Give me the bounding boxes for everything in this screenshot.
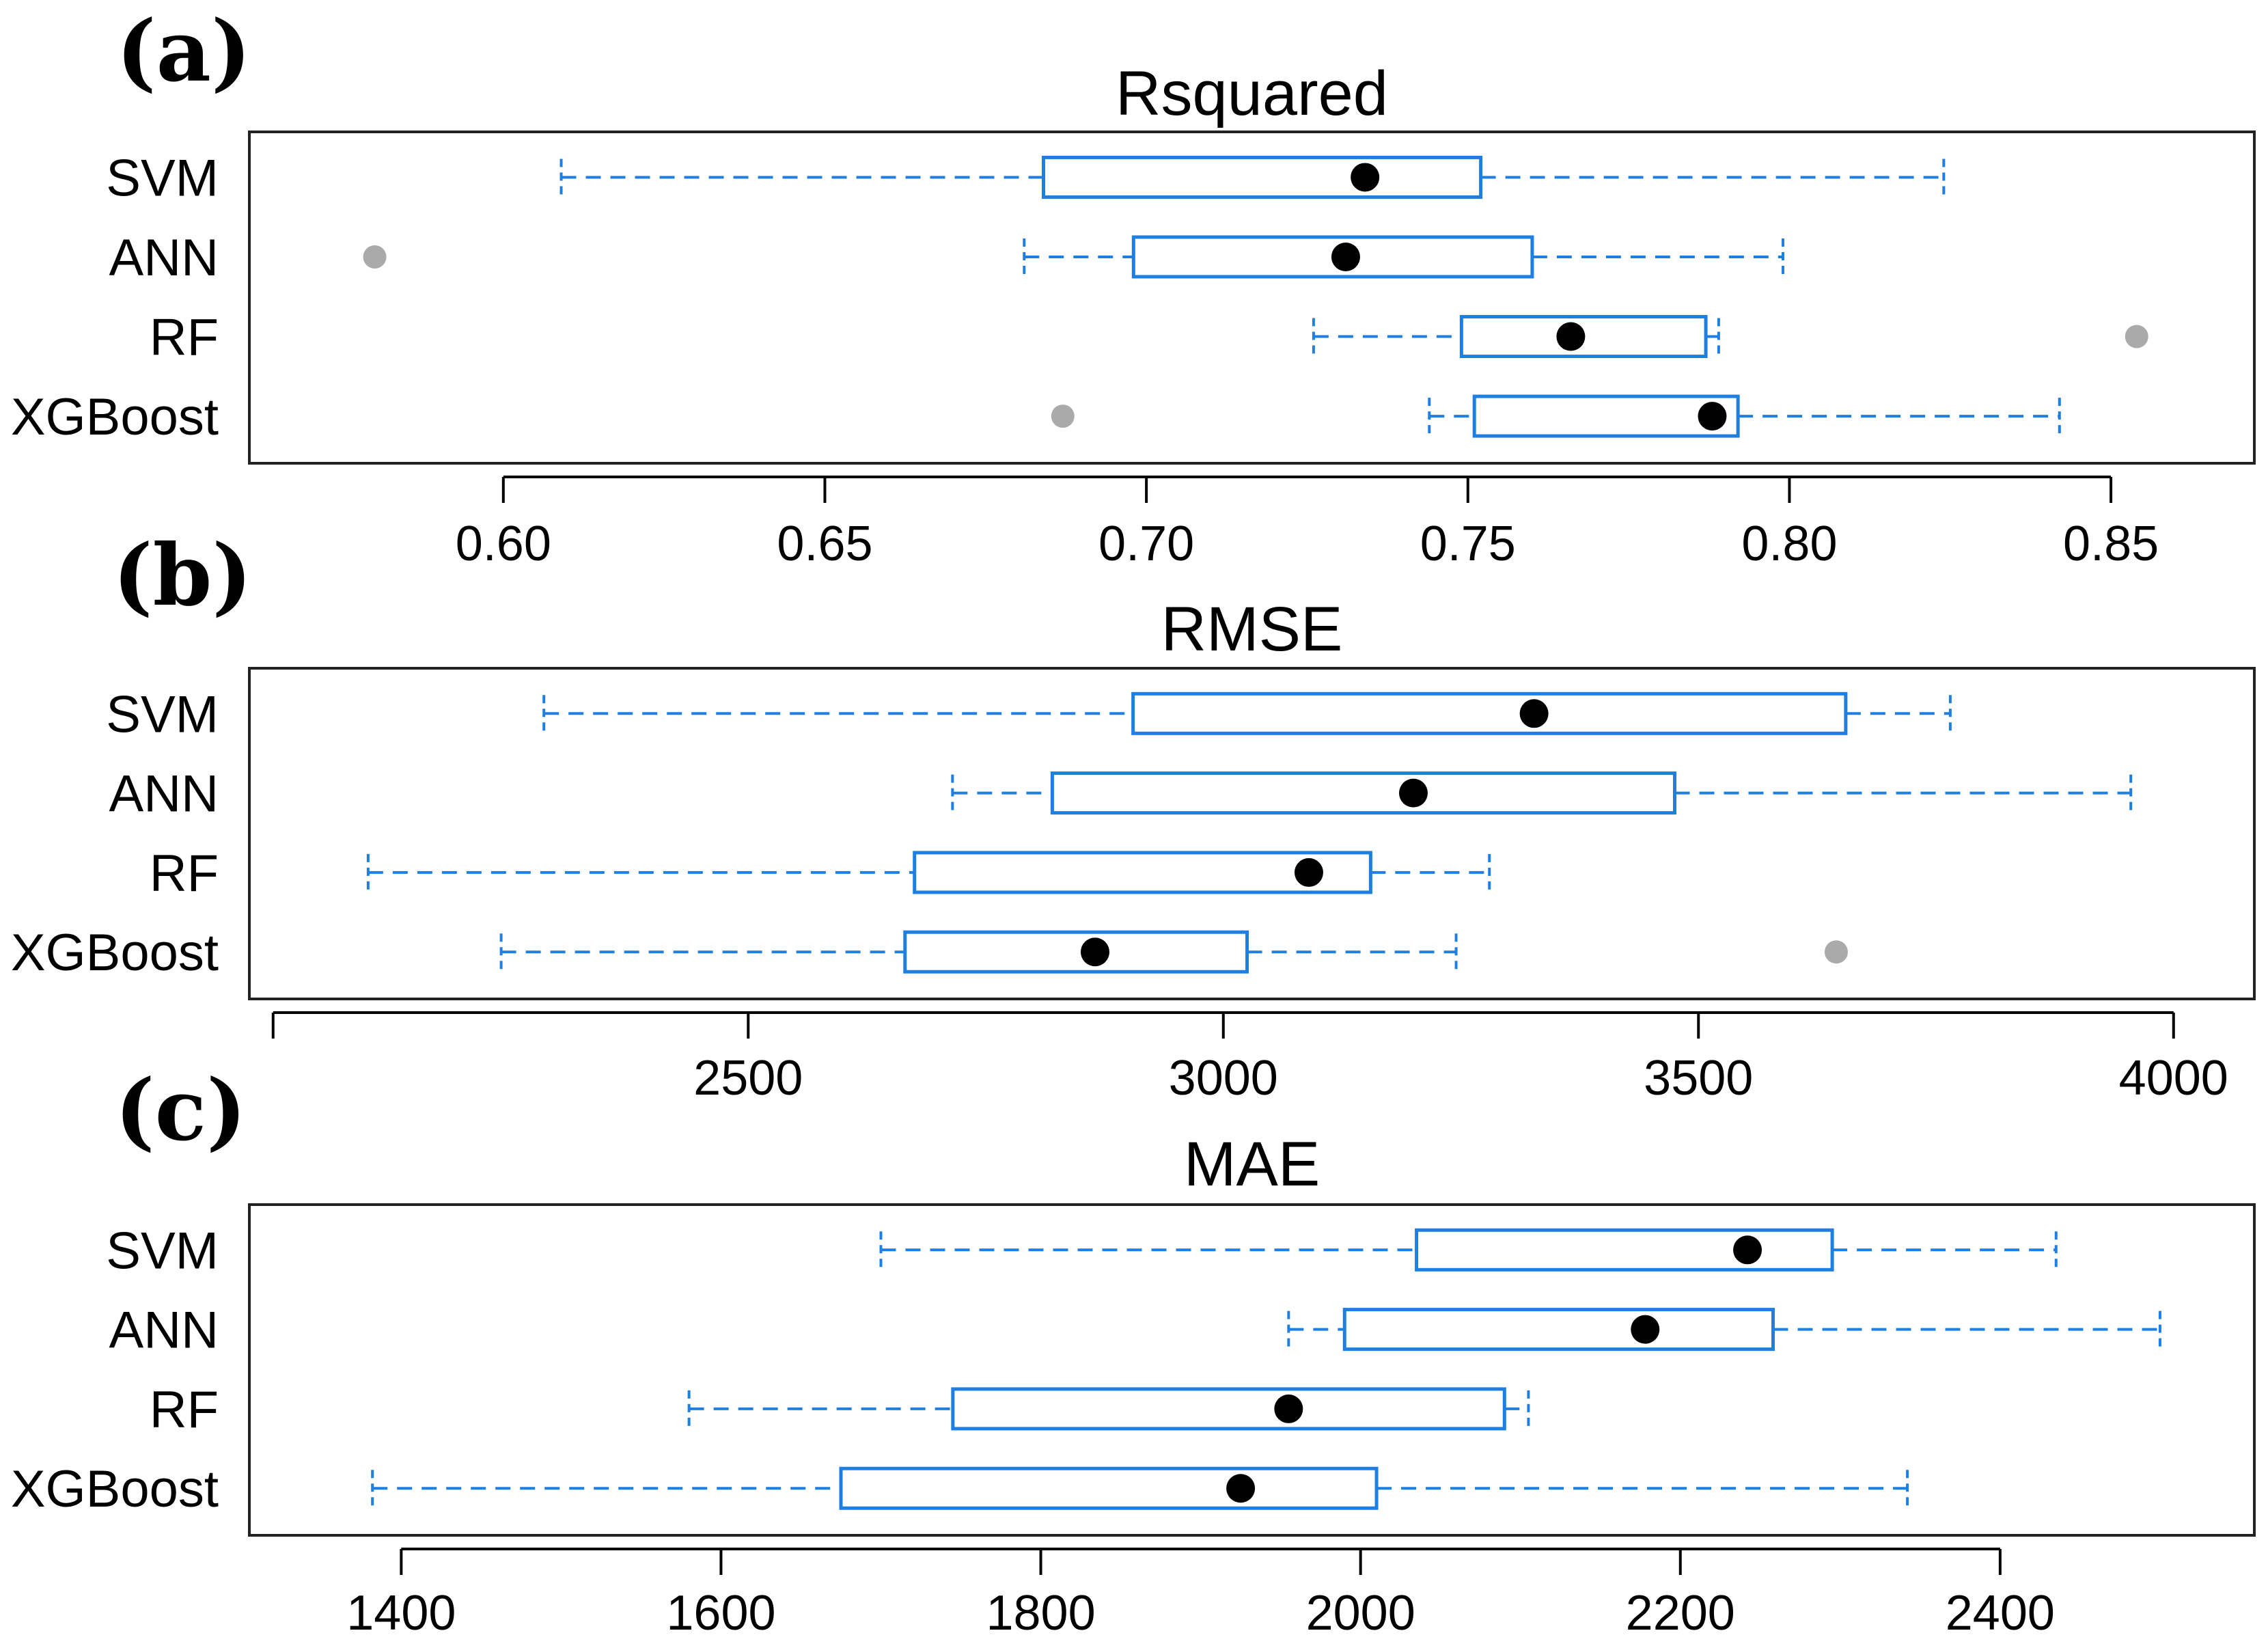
box-rf: RF: [150, 309, 2148, 367]
x-tick-label: 0.70: [1098, 517, 1194, 571]
iqr-box: [903, 930, 1249, 974]
box-xgboost: XGBoost: [11, 388, 2061, 446]
median-dot: [1080, 937, 1109, 967]
x-tick-label: 2400: [1946, 1586, 2055, 1641]
box-ann: ANN: [109, 229, 1785, 287]
category-label: RF: [150, 1381, 219, 1439]
box-ann: ANN: [109, 765, 2133, 823]
outlier-dot: [1051, 404, 1075, 428]
plot-frame: [248, 667, 2256, 1000]
median-dot: [1274, 1394, 1303, 1423]
x-tick-label: 2200: [1626, 1586, 1735, 1641]
iqr-box: [1131, 691, 1848, 735]
category-label: XGBoost: [11, 388, 219, 446]
box-rf: RF: [150, 845, 1491, 903]
x-tick-label: 1600: [666, 1586, 775, 1641]
iqr-box: [1050, 771, 1676, 815]
x-tick-label: 3500: [1644, 1051, 1753, 1106]
x-tick-label: 0.65: [777, 517, 872, 571]
x-tick-label: 0.60: [456, 517, 551, 571]
box-rf: RF: [150, 1381, 1530, 1439]
chart-title: RMSE: [1161, 594, 1343, 664]
box-xgboost: XGBoost: [11, 1460, 1909, 1518]
x-tick-label: 1400: [346, 1586, 456, 1641]
chart-panel-mae: (c) MAE 1400 1600 1800 2000 2200 2400 SVM ANN RF XG…: [11, 1061, 2256, 1641]
category-label: RF: [150, 845, 219, 903]
category-label: ANN: [109, 1302, 219, 1360]
chart-panel-rsquared: (a) Rsquared 0.60 0.65 0.70 0.75 0.80 0.85 SVM AN…: [11, 2, 2256, 571]
x-tick-label: 1800: [986, 1586, 1095, 1641]
x-tick-label: 0.85: [2063, 517, 2159, 571]
median-dot: [1519, 699, 1549, 728]
chart-title: Rsquared: [1116, 59, 1388, 128]
category-label: XGBoost: [11, 1460, 219, 1518]
box-svm: SVM: [106, 685, 1952, 743]
chart-panel-rmse: (b) RMSE 2500 3000 3500 4000 SVM ANN RF XGBoost: [11, 526, 2256, 1106]
x-tick-label: 4000: [2119, 1051, 2228, 1106]
category-label: SVM: [106, 685, 219, 743]
iqr-box: [839, 1466, 1379, 1510]
box-xgboost: XGBoost: [11, 924, 1848, 982]
x-tick-label: 0.80: [1741, 517, 1837, 571]
chart-title: MAE: [1184, 1129, 1320, 1199]
iqr-box: [1472, 394, 1740, 438]
box-svm: SVM: [106, 149, 1946, 207]
x-tick-label: 0.75: [1420, 517, 1516, 571]
category-label: SVM: [106, 1222, 219, 1280]
x-tick-label: 2500: [693, 1051, 803, 1106]
iqr-box: [1342, 1308, 1775, 1352]
iqr-box: [1415, 1228, 1834, 1272]
iqr-box: [951, 1387, 1506, 1431]
median-dot: [1733, 1235, 1762, 1265]
outlier-dot: [363, 245, 387, 269]
median-dot: [1226, 1474, 1256, 1503]
panel-label: (b): [113, 526, 252, 625]
category-label: ANN: [109, 229, 219, 287]
median-dot: [1398, 778, 1428, 808]
median-dot: [1631, 1315, 1660, 1344]
iqr-box: [1042, 155, 1483, 199]
plot-frame: [248, 1203, 2256, 1537]
panel-label: (c): [115, 1061, 247, 1160]
median-dot: [1351, 163, 1380, 192]
category-label: XGBoost: [11, 924, 219, 982]
panel-label: (a): [116, 2, 251, 101]
median-dot: [1556, 322, 1586, 351]
median-dot: [1698, 402, 1727, 431]
category-label: RF: [150, 309, 219, 367]
x-tick-label: 3000: [1169, 1051, 1278, 1106]
median-dot: [1331, 242, 1360, 271]
category-label: ANN: [109, 765, 219, 823]
x-tick-label: 2000: [1306, 1586, 1415, 1641]
box-svm: SVM: [106, 1222, 2058, 1280]
outlier-dot: [1824, 940, 1848, 964]
category-label: SVM: [106, 149, 219, 207]
box-ann: ANN: [109, 1302, 2161, 1360]
median-dot: [1294, 858, 1323, 887]
plot-frame: [248, 131, 2256, 465]
outlier-dot: [2125, 325, 2148, 348]
